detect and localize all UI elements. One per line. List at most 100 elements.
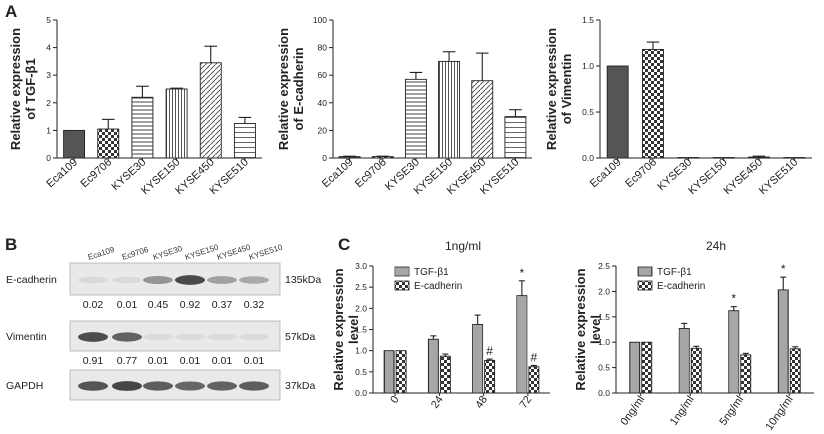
x-tick-label: 10ng/ml	[763, 394, 795, 433]
y-axis-label-line: level	[346, 315, 361, 344]
lane-label: KYSE30	[152, 244, 184, 262]
bar-tgf-β1	[629, 341, 641, 394]
bar-e-cadherin	[528, 366, 540, 394]
y-axis-label-line: Relative expression	[276, 28, 291, 150]
y-tick-label: 2	[46, 98, 51, 108]
protein-label: GAPDH	[6, 380, 43, 392]
y-tick-label: 2.0	[598, 286, 610, 296]
bar-kyse150	[165, 88, 188, 159]
blot-band	[239, 333, 269, 341]
y-axis-label: Relative expressionof TGF-β1	[8, 28, 38, 150]
band-quant: 0.45	[148, 299, 169, 311]
significance-star: *	[731, 292, 736, 306]
bar-tgf-β1	[777, 289, 789, 394]
kda-label: 135kDa	[285, 274, 321, 286]
y-axis-label-line: of E-cadherin	[291, 47, 306, 130]
blot-band	[143, 381, 173, 391]
blot-band	[112, 381, 142, 391]
bar-eca109	[63, 129, 86, 159]
blot-band	[175, 333, 205, 341]
x-tick-label: 48	[473, 394, 490, 411]
y-axis-label: Relative expressionof E-cadherin	[276, 28, 306, 150]
y-tick-label: 0.5	[598, 363, 610, 373]
y-tick-label: 60	[318, 70, 328, 80]
blot-band	[207, 276, 237, 284]
protein-label: E-cadherin	[6, 274, 57, 286]
x-tick-label: Ec9706	[623, 156, 659, 190]
blot-band	[112, 276, 142, 284]
bar-kyse450	[748, 156, 770, 159]
x-tick-label: 5ng/ml	[717, 394, 746, 428]
y-tick-label: 3	[46, 70, 51, 80]
blot-band	[78, 332, 108, 342]
y-axis-label: Relative expressionlevel	[331, 268, 361, 390]
bar-kyse450	[199, 62, 222, 159]
x-tick-label: 0ng/ml	[618, 394, 647, 428]
y-axis-label-line: level	[588, 315, 603, 344]
significance-hash: #	[486, 344, 493, 358]
y-tick-label: 0.0	[582, 153, 594, 163]
x-tick-label: 0	[388, 394, 401, 406]
bar-tgf-β1	[516, 295, 528, 394]
bar-kyse150	[712, 157, 735, 159]
blot-band	[78, 276, 108, 284]
bar-tgf-β1	[427, 338, 439, 394]
y-tick-label: 0.0	[598, 388, 610, 398]
bar-ec9706	[371, 156, 394, 159]
blot-band	[239, 276, 269, 284]
y-tick-label: 0.5	[355, 367, 367, 377]
y-tick-label: 2.0	[355, 303, 367, 313]
band-quant: 0.01	[244, 355, 265, 367]
bar-ec9706	[642, 48, 664, 159]
y-tick-label: 5	[46, 15, 51, 25]
blot-band	[175, 275, 205, 285]
bar-kyse30	[404, 78, 427, 159]
lane-label: Ec9706	[121, 245, 150, 262]
bar-kyse510	[783, 157, 806, 159]
bar-kyse150	[438, 60, 461, 159]
y-axis-label-line: Relative expression	[544, 28, 559, 150]
band-quant: 0.91	[83, 355, 104, 367]
band-quant: 0.32	[244, 299, 265, 311]
y-axis-label-line: Relative expression	[8, 28, 23, 150]
lane-label: KYSE450	[216, 242, 252, 261]
y-axis-label-line: Relative expression	[331, 268, 346, 390]
legend-swatch	[394, 280, 410, 291]
band-quant: 0.01	[212, 355, 233, 367]
y-tick-label: 4	[46, 43, 51, 53]
band-quant: 0.01	[148, 355, 169, 367]
bar-tgf-β1	[383, 350, 395, 394]
y-tick-label: 1.5	[598, 312, 610, 322]
y-axis-label-line: Relative expression	[573, 268, 588, 390]
x-tick-label: 72	[517, 394, 534, 411]
panel-label-c: C	[338, 235, 350, 254]
y-tick-label: 3.0	[355, 261, 367, 271]
y-tick-label: 100	[313, 15, 327, 25]
y-tick-label: 2.5	[598, 261, 610, 271]
bar-kyse30	[131, 96, 154, 159]
y-tick-label: 1	[46, 125, 51, 135]
x-tick-label: KYSE510	[757, 156, 800, 197]
band-quant: 0.77	[117, 355, 138, 367]
x-tick-label: 24	[429, 394, 446, 411]
legend-label: E-cadherin	[657, 281, 705, 292]
protein-label: Vimentin	[6, 331, 47, 343]
panel-label-a: A	[5, 2, 17, 21]
blot-band	[175, 381, 205, 391]
legend-swatch	[637, 266, 653, 277]
y-tick-label: 1.0	[582, 61, 594, 71]
y-tick-label: 1.5	[355, 325, 367, 335]
legend-label: TGF-β1	[657, 267, 692, 278]
bar-eca109	[606, 65, 629, 159]
y-tick-label: 1.0	[355, 346, 367, 356]
y-tick-label: 0.0	[355, 388, 367, 398]
y-tick-label: 40	[318, 98, 328, 108]
x-tick-label: Ec9706	[78, 156, 114, 190]
bar-ec9706	[97, 128, 120, 159]
y-axis-label: Relative expressionlevel	[573, 268, 603, 390]
y-tick-label: 20	[318, 125, 328, 135]
y-tick-label: 0	[46, 153, 51, 163]
bar-kyse510	[233, 123, 256, 159]
